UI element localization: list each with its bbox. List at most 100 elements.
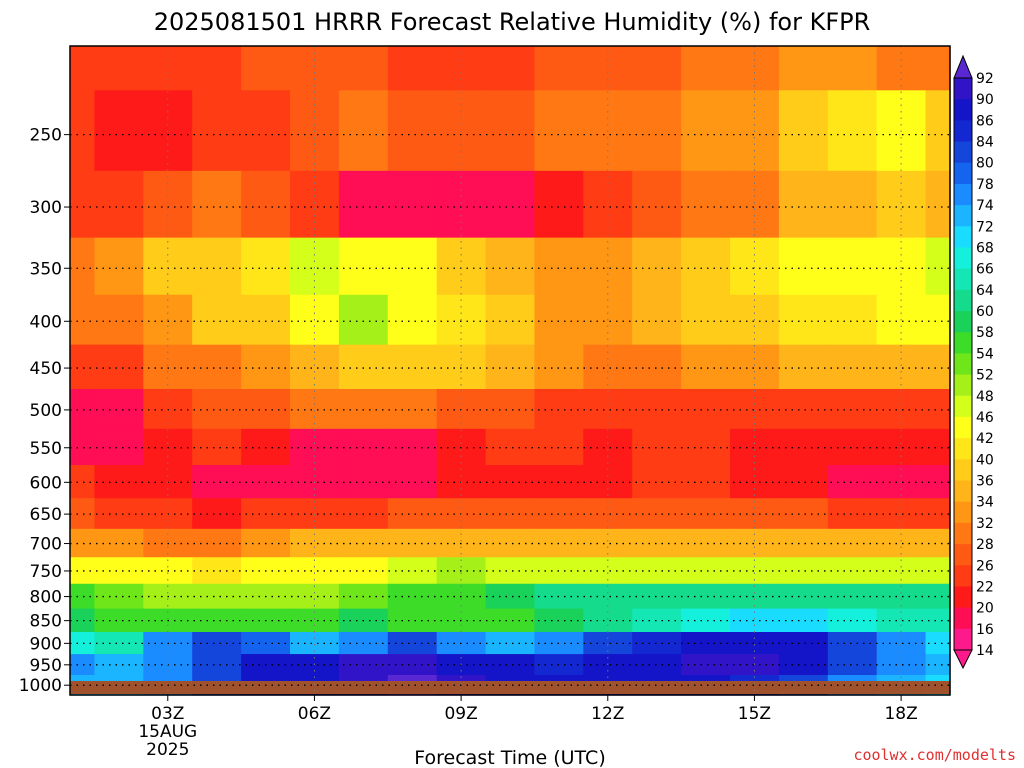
rh-cell [94, 608, 144, 633]
rh-cell [241, 170, 291, 239]
y-tick-label: 1000 [19, 676, 62, 696]
rh-cell [70, 428, 96, 466]
rh-cell [70, 90, 96, 172]
rh-cell [876, 388, 927, 430]
rh-cell [583, 388, 633, 430]
y-tick-label: 550 [30, 439, 62, 459]
rh-cell [534, 528, 584, 558]
rh-cell [70, 654, 96, 676]
rh-cell [534, 465, 584, 499]
colorbar-label: 84 [976, 135, 994, 151]
rh-cell [730, 632, 780, 655]
rh-cell [827, 608, 878, 633]
colorbar-label: 60 [976, 304, 994, 320]
rh-cell [192, 388, 242, 430]
rh-cell [534, 237, 584, 296]
rh-cell [876, 344, 927, 390]
colorbar-swatch [954, 459, 972, 481]
colorbar: 92 90 86 84 80 78 74 72 68 66 64 60 58 54 52 48 46 42 40 36… [953, 54, 994, 670]
rh-cell [534, 388, 584, 430]
colorbar-swatch [954, 628, 972, 651]
rh-cell [925, 498, 951, 530]
rh-cell [681, 632, 731, 655]
rh-cell [387, 46, 438, 91]
rh-cell [778, 557, 829, 585]
colorbar-label: 54 [976, 346, 994, 362]
rh-cell [925, 170, 951, 239]
rh-cell [778, 583, 829, 610]
colorbar-swatch [954, 438, 972, 460]
grid-lines [70, 46, 950, 695]
rh-cell [827, 90, 878, 172]
rh-cell [583, 237, 633, 296]
rh-cell [94, 654, 144, 676]
rh-cell [241, 344, 291, 390]
rh-cell [192, 498, 242, 530]
rh-cell [876, 608, 927, 633]
rh-cell [681, 465, 731, 499]
rh-cell [681, 608, 731, 633]
rh-cell [632, 528, 682, 558]
rh-cell [534, 632, 584, 655]
colorbar-swatch [954, 183, 972, 206]
colorbar-swatch [954, 247, 972, 270]
rh-cell [730, 428, 780, 466]
y-tick-label: 800 [30, 588, 62, 608]
rh-cell [632, 344, 682, 390]
rh-cell [827, 465, 878, 499]
rh-cell [681, 344, 731, 390]
rh-cell [192, 583, 242, 610]
rh-cell [827, 170, 878, 239]
rh-cell [583, 608, 633, 633]
rh-cell [436, 388, 487, 430]
colorbar-swatch [954, 353, 972, 375]
rh-cell [632, 294, 682, 346]
rh-cell [70, 344, 96, 390]
contour-field [70, 46, 951, 696]
rh-cell [876, 632, 927, 655]
rh-cell [681, 388, 731, 430]
colorbar-swatch [954, 522, 972, 545]
rh-cell [827, 528, 878, 558]
rh-cell [583, 170, 633, 239]
rh-cell [827, 46, 878, 91]
colorbar-swatch [954, 480, 972, 503]
rh-cell [681, 294, 731, 346]
rh-cell [681, 237, 731, 296]
rh-cell [94, 170, 144, 239]
rh-cell [143, 388, 193, 430]
rh-cell [925, 428, 951, 466]
rh-cell [70, 294, 96, 346]
rh-cell [778, 498, 829, 530]
rh-cell [681, 583, 731, 610]
rh-cell [681, 654, 731, 676]
rh-cell [94, 632, 144, 655]
rh-cell [827, 428, 878, 466]
rh-cell [485, 632, 536, 655]
colorbar-max-arrow [953, 54, 973, 79]
rh-cell [632, 388, 682, 430]
rh-cell [192, 557, 242, 585]
colorbar-swatch [954, 565, 972, 587]
rh-cell [778, 528, 829, 558]
rh-cell [925, 654, 951, 676]
rh-cell [192, 46, 242, 91]
rh-cell [681, 46, 731, 91]
rh-cell [241, 388, 291, 430]
rh-cell [827, 498, 878, 530]
site-credit: coolwx.com/modelts [853, 746, 1016, 764]
rh-cell [632, 608, 682, 633]
rh-cell [485, 294, 536, 346]
rh-cell [192, 90, 242, 172]
rh-cell [387, 388, 438, 430]
rh-cell [94, 557, 144, 585]
rh-cell [70, 528, 96, 558]
rh-cell [192, 237, 242, 296]
rh-cell [534, 46, 584, 91]
rh-cell [387, 344, 438, 390]
colorbar-swatch [954, 311, 972, 333]
rh-cell [827, 388, 878, 430]
rh-cell [436, 170, 487, 239]
rh-cell [387, 632, 438, 655]
rh-cell [925, 557, 951, 585]
